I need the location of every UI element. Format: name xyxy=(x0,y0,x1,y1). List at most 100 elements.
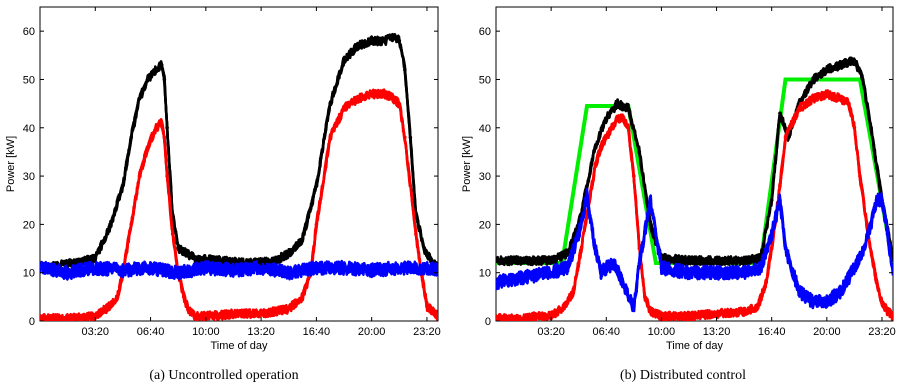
x-tick-label: 03:20 xyxy=(537,326,565,338)
data-point xyxy=(300,237,305,241)
data-point xyxy=(598,270,603,275)
data-point xyxy=(869,222,873,227)
data-point xyxy=(756,304,760,309)
y-tick-label: 40 xyxy=(23,123,35,135)
data-point xyxy=(187,309,192,314)
data-point xyxy=(626,295,631,299)
data-point xyxy=(621,280,625,285)
data-point xyxy=(204,314,208,318)
data-point xyxy=(609,125,614,130)
data-point xyxy=(422,246,426,251)
data-point xyxy=(496,280,498,285)
x-tick-label: 23:20 xyxy=(868,326,896,338)
data-point xyxy=(162,135,167,140)
data-point xyxy=(286,270,291,275)
data-point xyxy=(356,43,360,48)
panel-uncontrolled-operation: 0 10 20 30 40 50 60 03:20 06:40 10:00 13:20 16:40 20… xyxy=(5,6,441,383)
data-point xyxy=(273,309,277,314)
data-point xyxy=(825,68,829,72)
data-point xyxy=(369,39,374,43)
y-tick-label: 20 xyxy=(479,219,491,231)
data-point xyxy=(563,304,567,309)
data-point xyxy=(137,96,142,101)
data-point xyxy=(369,92,374,96)
x-tick-label: 06:40 xyxy=(137,326,165,338)
data-point xyxy=(383,39,388,43)
data-point xyxy=(148,266,153,270)
data-point xyxy=(714,258,719,263)
series-trace xyxy=(40,33,438,273)
data-point xyxy=(565,266,570,270)
x-tick-label: 20:00 xyxy=(813,326,841,338)
y-tick-label: 10 xyxy=(479,268,491,280)
data-point xyxy=(129,135,134,140)
y-tick-label: 10 xyxy=(23,268,35,280)
data-point xyxy=(286,251,291,256)
data-point xyxy=(604,135,609,140)
data-point xyxy=(593,164,598,169)
y-tick-label: 60 xyxy=(479,26,491,38)
data-point xyxy=(71,261,75,265)
data-point xyxy=(797,290,802,294)
data-point xyxy=(880,198,884,203)
data-point xyxy=(615,101,620,106)
panel-distributed-control: 0 10 20 30 40 50 60 03:20 06:40 10:00 13:20 16:40 20… xyxy=(461,6,896,383)
data-point xyxy=(107,227,111,232)
x-tick-label: 13:20 xyxy=(247,326,275,338)
data-point xyxy=(137,174,142,178)
y-axis-label: Power [kW] xyxy=(461,136,473,192)
data-point xyxy=(408,135,413,140)
data-point xyxy=(159,121,164,125)
series-2 xyxy=(496,89,893,321)
data-point xyxy=(860,251,865,256)
data-point xyxy=(885,309,890,314)
y-tick-label: 0 xyxy=(29,316,35,328)
data-point xyxy=(145,145,150,149)
data-point xyxy=(414,232,418,236)
series-1 xyxy=(40,88,438,321)
x-tick-label: 03:20 xyxy=(82,326,110,338)
data-point xyxy=(436,314,438,318)
data-point xyxy=(181,295,186,299)
data-point xyxy=(687,314,691,318)
data-point xyxy=(176,270,180,275)
data-point xyxy=(170,232,175,236)
data-point xyxy=(397,101,402,106)
data-point xyxy=(549,270,553,275)
data-point xyxy=(687,270,691,275)
data-point xyxy=(425,304,429,309)
y-axis-label: Power [kW] xyxy=(5,136,17,192)
data-point xyxy=(874,280,879,285)
data-point xyxy=(838,63,843,67)
x-tick-label: 06:40 xyxy=(593,326,621,338)
data-point xyxy=(425,266,429,270)
data-point xyxy=(403,135,407,140)
data-point xyxy=(65,270,70,275)
data-point xyxy=(154,68,158,72)
data-point xyxy=(626,106,631,111)
data-point xyxy=(314,222,319,227)
data-point xyxy=(860,77,865,82)
data-point xyxy=(852,125,857,130)
data-layer xyxy=(496,56,893,321)
y-tick-label: 60 xyxy=(23,26,35,38)
series-trace xyxy=(40,89,438,321)
data-point xyxy=(391,34,396,38)
data-point xyxy=(659,266,664,270)
x-tick-label: 20:00 xyxy=(358,326,386,338)
panel-caption: (b) Distributed control xyxy=(620,368,746,383)
data-point xyxy=(342,58,346,62)
data-point xyxy=(585,183,589,188)
data-point xyxy=(576,232,581,236)
data-point xyxy=(648,309,653,314)
y-tick-label: 30 xyxy=(23,171,35,183)
data-point xyxy=(847,101,851,106)
data-point xyxy=(549,314,553,318)
data-point xyxy=(535,314,540,318)
data-point xyxy=(145,77,150,82)
data-point xyxy=(107,304,111,309)
data-point xyxy=(521,258,526,263)
data-point xyxy=(65,316,70,321)
data-point xyxy=(612,261,617,265)
series-trace xyxy=(496,192,893,309)
